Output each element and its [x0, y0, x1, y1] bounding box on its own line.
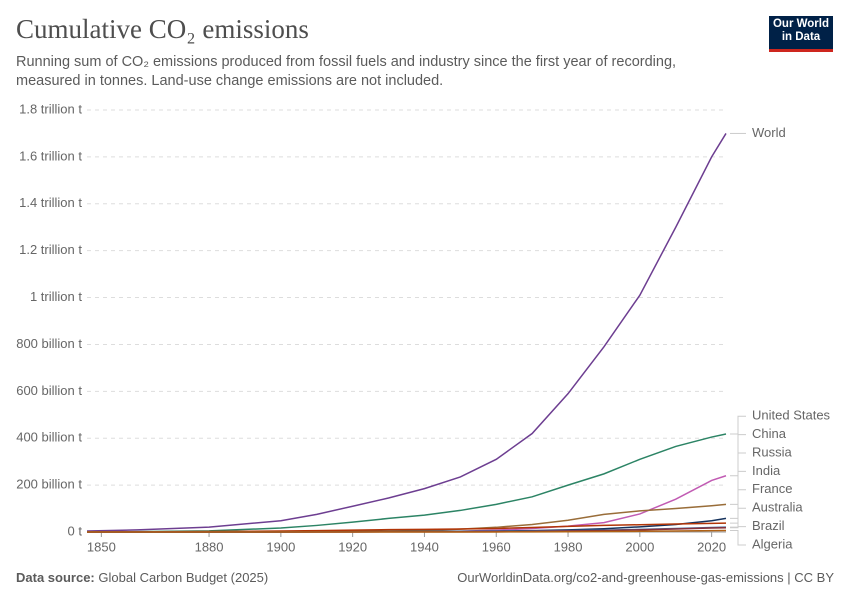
series-label: Australia: [752, 500, 803, 515]
y-tick-label: 1.4 trillion t: [19, 195, 82, 210]
x-tick-label: 1980: [554, 539, 583, 554]
chart: 0 t 200 billion t 400 billion t 600 billion…: [16, 101, 831, 554]
x-tick-label: 1960: [482, 539, 511, 554]
footer-source: Data source: Global Carbon Budget (2025): [16, 570, 268, 585]
y-tick-label: 600 billion t: [16, 383, 82, 398]
series-label: Algeria: [752, 536, 793, 551]
x-tick-label: 2020: [697, 539, 726, 554]
y-tick-label: 1.2 trillion t: [19, 242, 82, 257]
footer-link[interactable]: OurWorldinData.org/co2-and-greenhouse-ga…: [457, 570, 834, 585]
y-tick-label: 200 billion t: [16, 477, 82, 492]
x-tick-label: 1920: [338, 539, 367, 554]
label-connector: [730, 526, 746, 529]
x-tick-label: 1940: [410, 539, 439, 554]
series-label: United States: [752, 408, 831, 423]
source-label: Data source:: [16, 570, 95, 585]
label-connector: [730, 489, 746, 524]
series-line: [86, 133, 727, 532]
chart-subtitle: Running sum of CO₂ emissions produced fr…: [16, 54, 677, 89]
logo[interactable]: Our World in Data: [769, 16, 833, 52]
series-line: [87, 529, 727, 533]
x-tick-label: 2000: [625, 539, 654, 554]
series-line: [87, 475, 727, 533]
y-tick-label: 800 billion t: [16, 336, 82, 351]
x-tick-label: 1880: [195, 539, 224, 554]
series-line: [86, 522, 727, 533]
series-label: India: [752, 463, 781, 478]
x-tick-label: 1850: [87, 539, 116, 554]
series-line: [86, 433, 727, 533]
label-connector: [730, 507, 746, 528]
series-label: France: [752, 481, 792, 496]
y-tick-label: 400 billion t: [16, 430, 82, 445]
series-label: World: [752, 125, 786, 140]
x-tick-label: 1900: [266, 539, 295, 554]
label-connector: [730, 415, 746, 435]
y-tick-label: 1.8 trillion t: [19, 101, 82, 116]
series-label: Brazil: [752, 518, 785, 533]
y-tick-label: 1.6 trillion t: [19, 148, 82, 163]
y-tick-label: 1 trillion t: [30, 289, 82, 304]
y-tick-label: 0 t: [68, 523, 83, 538]
series-label: China: [752, 426, 787, 441]
series-label: Russia: [752, 444, 793, 459]
chart-title: Cumulative CO₂ emissions: [16, 14, 309, 44]
source: Global Carbon Budget (2025): [98, 570, 269, 585]
label-connector: [730, 529, 746, 546]
